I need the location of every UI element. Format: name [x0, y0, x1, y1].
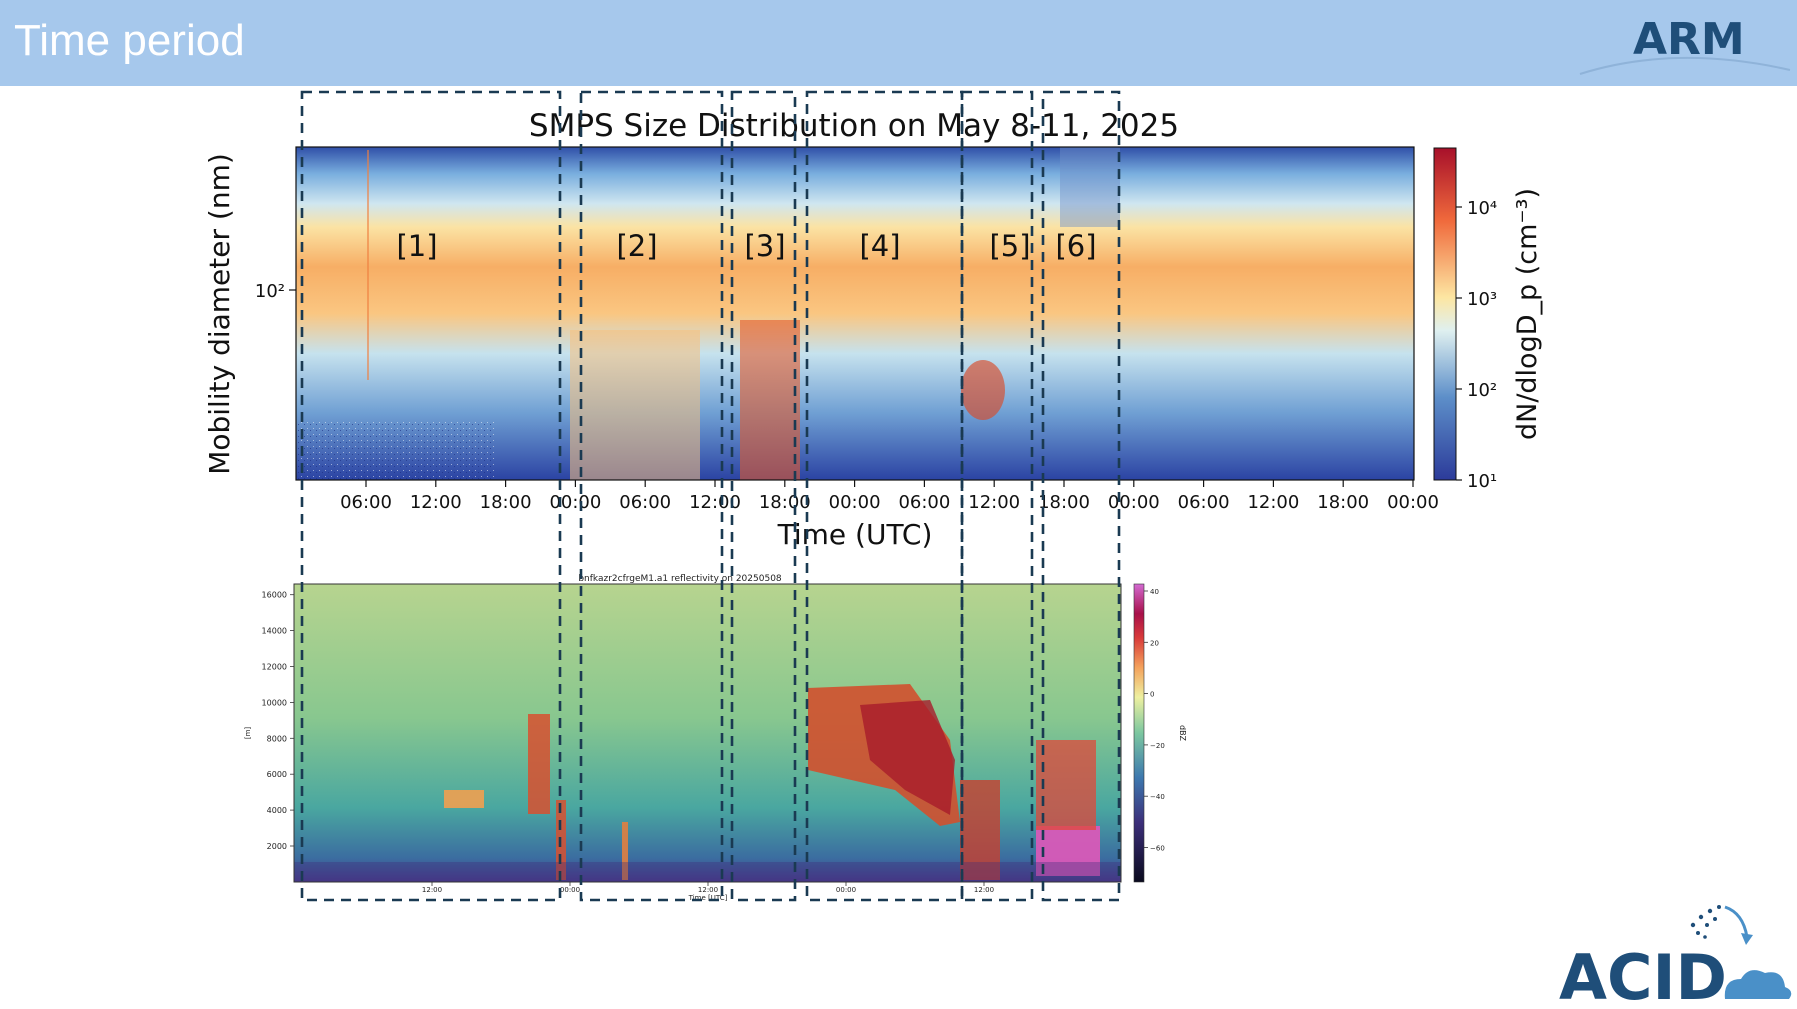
smps-x-axis-label: Time (UTC) [777, 518, 933, 551]
kazr-colorbar: 40 20 0 −20 −40 −60 dBZ [1133, 583, 1187, 883]
kazr-ytick-label: 2000 [267, 842, 287, 851]
smps-cb-tick-label: 10¹ [1467, 471, 1497, 492]
kazr-xtick-label: 00:00 [836, 886, 856, 894]
period-box-6 [1041, 90, 1121, 902]
kazr-cloud-small [444, 790, 484, 808]
period-label-6: [6] [1055, 229, 1096, 263]
smps-xtick-label: 06:00 [619, 492, 671, 513]
kazr-colorbar-label: dBZ [1178, 725, 1187, 742]
smps-xtick-label: 00:00 [1387, 492, 1439, 513]
smps-y-axis: 10² Mobility diameter (nm) [203, 153, 296, 475]
acid-logo-text: ACID [1559, 941, 1727, 1005]
smps-colorbar: 10¹ 10² 10³ 10⁴ dN/dlogD_p (cm⁻³) [1433, 147, 1543, 492]
smps-xtick-label: 12:00 [1247, 492, 1299, 513]
period-box-2 [579, 90, 724, 902]
period-label-1: [1] [396, 229, 437, 263]
page-title: Time period [14, 16, 245, 65]
arm-logo: ARM [1579, 14, 1791, 75]
kazr-ytick-label: 6000 [267, 770, 287, 779]
kazr-precip-red [1036, 740, 1096, 830]
smps-plot-area [295, 146, 1415, 481]
period-label-5: [5] [989, 229, 1030, 263]
smps-event-2 [570, 330, 700, 480]
smps-noise-left [296, 420, 496, 480]
smps-event-5 [961, 360, 1005, 420]
smps-xtick-label: 18:00 [1038, 492, 1090, 513]
kazr-ytick-label: 4000 [267, 806, 287, 815]
kazr-streak-4 [622, 822, 628, 880]
kazr-cloud-core [860, 700, 955, 815]
period-box-4 [805, 90, 964, 902]
smps-xtick-label: 00:00 [829, 492, 881, 513]
kazr-x-axis-label: Time [UTC] [688, 894, 728, 902]
kazr-xtick-label: 00:00 [560, 886, 580, 894]
smps-xtick-label: 06:00 [898, 492, 950, 513]
smps-xtick-label: 12:00 [689, 492, 741, 513]
smps-event-6-top [1060, 147, 1120, 227]
period-label-4: [4] [859, 229, 900, 263]
period-box-3 [730, 90, 797, 902]
kazr-y-axis-label: [m] [244, 727, 252, 740]
kazr-x-axis: 12:00 00:00 12:00 00:00 12:00 Time [UTC] [422, 882, 994, 902]
smps-xtick-label: 12:00 [410, 492, 462, 513]
smps-xtick-label: 00:00 [549, 492, 601, 513]
kazr-streak-3 [960, 780, 1000, 880]
smps-cb-tick-label: 10³ [1467, 289, 1497, 310]
smps-xtick-label: 06:00 [340, 492, 392, 513]
period-boxes [300, 90, 1121, 902]
kazr-cb-tick-label: −40 [1150, 793, 1165, 801]
smps-event-3 [740, 320, 800, 480]
period-box-5 [960, 90, 1034, 902]
header-bar: Time period [0, 0, 1797, 86]
kazr-ytick-label: 16000 [262, 591, 287, 600]
kazr-precip-magenta [1036, 826, 1100, 876]
period-label-2: [2] [616, 229, 657, 263]
arm-logo-text: ARM [1633, 14, 1745, 65]
acid-logo-cloud-icon [1724, 970, 1792, 999]
period-label-3: [3] [744, 229, 785, 263]
acid-logo: ACID [1559, 905, 1792, 1005]
smps-cb-tick-label: 10² [1467, 380, 1497, 401]
smps-y-axis-label: Mobility diameter (nm) [203, 153, 236, 475]
kazr-streak-1 [528, 714, 550, 814]
smps-colorbar-label: dN/dlogD_p (cm⁻³) [1512, 188, 1543, 440]
smps-period-labels: [1] [2] [3] [4] [5] [6] [396, 229, 1096, 263]
smps-xtick-label: 00:00 [1108, 492, 1160, 513]
kazr-title: bnfkazr2cfrgeM1.a1 reflectivity on 20250… [578, 574, 782, 584]
smps-x-axis: 06:00 12:00 18:00 00:00 06:00 12:00 18:00 00:00… [340, 480, 1439, 551]
kazr-cb-tick-label: 0 [1150, 691, 1154, 699]
smps-xtick-label: 06:00 [1178, 492, 1230, 513]
smps-xtick-label: 18:00 [480, 492, 532, 513]
kazr-ytick-label: 14000 [262, 627, 287, 636]
kazr-chart: bnfkazr2cfrgeM1.a1 reflectivity on 20250… [244, 574, 1187, 902]
acid-logo-arrow-icon [1724, 905, 1749, 938]
smps-xtick-label: 18:00 [759, 492, 811, 513]
smps-xtick-label: 12:00 [968, 492, 1020, 513]
kazr-ground-clutter [294, 862, 1121, 882]
kazr-xtick-label: 12:00 [422, 886, 442, 894]
smps-ytick-label: 10² [255, 281, 285, 302]
kazr-xtick-label: 12:00 [698, 886, 718, 894]
kazr-cb-tick-label: 40 [1150, 588, 1159, 596]
acid-logo-dots-icon [1690, 905, 1721, 939]
kazr-ytick-label: 10000 [262, 698, 287, 707]
period-box-1 [300, 90, 562, 902]
smps-cb-tick-label: 10⁴ [1467, 198, 1497, 219]
kazr-ytick-label: 12000 [262, 663, 287, 672]
kazr-xtick-label: 12:00 [974, 886, 994, 894]
kazr-y-axis: 2000 4000 6000 8000 10000 12000 14000 16000 [m] [244, 591, 294, 851]
smps-chart: SMPS Size Distribution on May 8-11, 2025… [203, 108, 1543, 551]
kazr-cb-tick-label: −60 [1150, 845, 1165, 853]
smps-title: SMPS Size Distribution on May 8-11, 2025 [529, 108, 1179, 144]
smps-xtick-label: 18:00 [1317, 492, 1369, 513]
kazr-cb-tick-label: −20 [1150, 742, 1165, 750]
kazr-cb-tick-label: 20 [1150, 639, 1159, 647]
kazr-plot-area [293, 583, 1122, 883]
kazr-ytick-label: 8000 [267, 734, 287, 743]
